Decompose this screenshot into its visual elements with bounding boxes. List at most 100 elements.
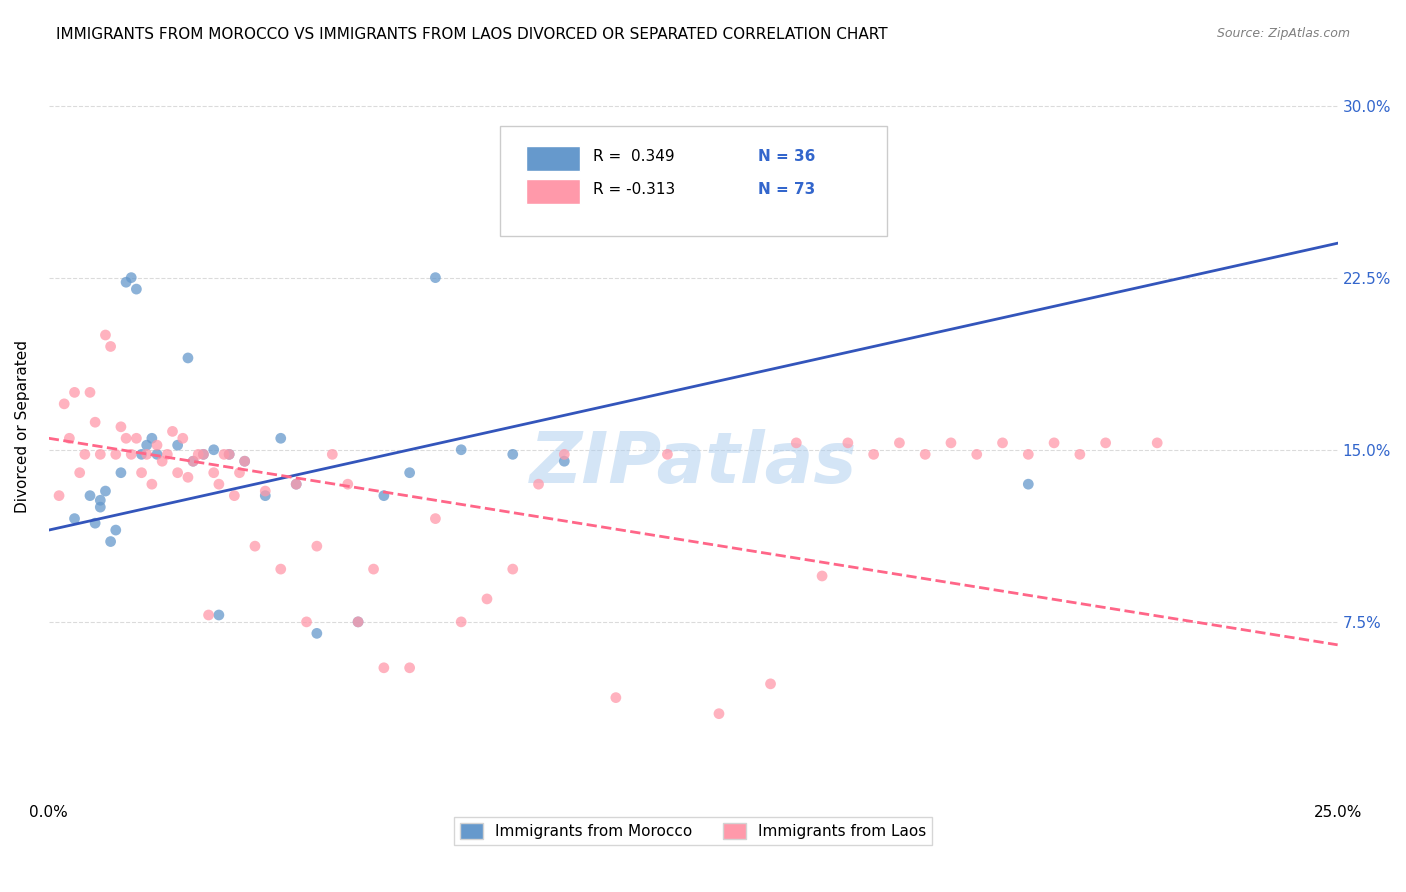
Point xyxy=(125,431,148,445)
Point xyxy=(837,435,859,450)
Point xyxy=(811,569,834,583)
Text: Source: ZipAtlas.com: Source: ZipAtlas.com xyxy=(1216,27,1350,40)
Point xyxy=(135,438,157,452)
FancyBboxPatch shape xyxy=(526,146,579,171)
Point xyxy=(89,447,111,461)
Point xyxy=(347,615,370,629)
Point xyxy=(125,282,148,296)
Point xyxy=(991,435,1014,450)
Point xyxy=(966,447,988,461)
Point xyxy=(475,591,498,606)
Point xyxy=(939,435,962,450)
Point xyxy=(193,447,215,461)
Point xyxy=(914,447,936,461)
Point xyxy=(450,442,472,457)
Point xyxy=(100,534,122,549)
Point xyxy=(425,270,447,285)
Point xyxy=(84,415,107,429)
Point xyxy=(141,431,163,445)
Point xyxy=(1043,435,1066,450)
Point xyxy=(218,447,240,461)
Point xyxy=(73,447,96,461)
Point xyxy=(94,328,117,343)
Point xyxy=(336,477,359,491)
Point xyxy=(295,615,318,629)
Point xyxy=(141,477,163,491)
Point xyxy=(100,339,122,353)
Point xyxy=(166,466,188,480)
Point xyxy=(110,466,132,480)
Point xyxy=(120,270,142,285)
Point xyxy=(553,454,575,468)
Point xyxy=(48,489,70,503)
Point xyxy=(233,454,256,468)
Point xyxy=(208,607,231,622)
Point xyxy=(181,454,204,468)
Point xyxy=(218,447,240,461)
Point xyxy=(785,435,807,450)
Text: R =  0.349: R = 0.349 xyxy=(593,149,675,164)
Point xyxy=(224,489,246,503)
Point xyxy=(321,447,343,461)
Point xyxy=(94,484,117,499)
Point xyxy=(1146,435,1168,450)
Point xyxy=(115,275,138,289)
Point xyxy=(233,454,256,468)
Point xyxy=(104,523,127,537)
Point xyxy=(84,516,107,531)
Point xyxy=(202,442,225,457)
Point xyxy=(181,454,204,468)
Point xyxy=(89,500,111,515)
Point xyxy=(115,431,138,445)
Point xyxy=(889,435,911,450)
Point xyxy=(450,615,472,629)
Point xyxy=(347,615,370,629)
Point xyxy=(270,562,292,576)
Point xyxy=(63,385,86,400)
Point xyxy=(110,419,132,434)
Point xyxy=(1069,447,1091,461)
Point xyxy=(373,489,395,503)
Point xyxy=(79,489,101,503)
Point xyxy=(104,447,127,461)
Point xyxy=(285,477,308,491)
Point xyxy=(156,447,179,461)
Text: ZIPatlas: ZIPatlas xyxy=(530,429,856,498)
Point xyxy=(79,385,101,400)
Point xyxy=(212,447,235,461)
Point xyxy=(254,484,277,499)
Point xyxy=(305,539,328,553)
Point xyxy=(305,626,328,640)
Point xyxy=(131,466,153,480)
Point xyxy=(373,661,395,675)
Point xyxy=(58,431,80,445)
Point xyxy=(759,677,782,691)
Point xyxy=(150,454,173,468)
Text: R = -0.313: R = -0.313 xyxy=(593,182,675,197)
Point xyxy=(208,477,231,491)
Y-axis label: Divorced or Separated: Divorced or Separated xyxy=(15,341,30,513)
Point xyxy=(120,447,142,461)
Point xyxy=(862,447,884,461)
Point xyxy=(197,607,219,622)
Point xyxy=(202,466,225,480)
Point xyxy=(270,431,292,445)
Point xyxy=(553,447,575,461)
Point xyxy=(502,562,524,576)
FancyBboxPatch shape xyxy=(526,179,579,204)
FancyBboxPatch shape xyxy=(501,126,887,235)
Point xyxy=(425,511,447,525)
Point xyxy=(187,447,209,461)
Point xyxy=(89,493,111,508)
Point xyxy=(53,397,76,411)
Point xyxy=(605,690,627,705)
Point xyxy=(146,447,169,461)
Point xyxy=(1017,447,1039,461)
Point xyxy=(1017,477,1039,491)
Point xyxy=(527,477,550,491)
Point xyxy=(398,661,420,675)
Point xyxy=(243,539,266,553)
Point xyxy=(1094,435,1116,450)
Text: N = 73: N = 73 xyxy=(758,182,815,197)
Point xyxy=(707,706,730,721)
